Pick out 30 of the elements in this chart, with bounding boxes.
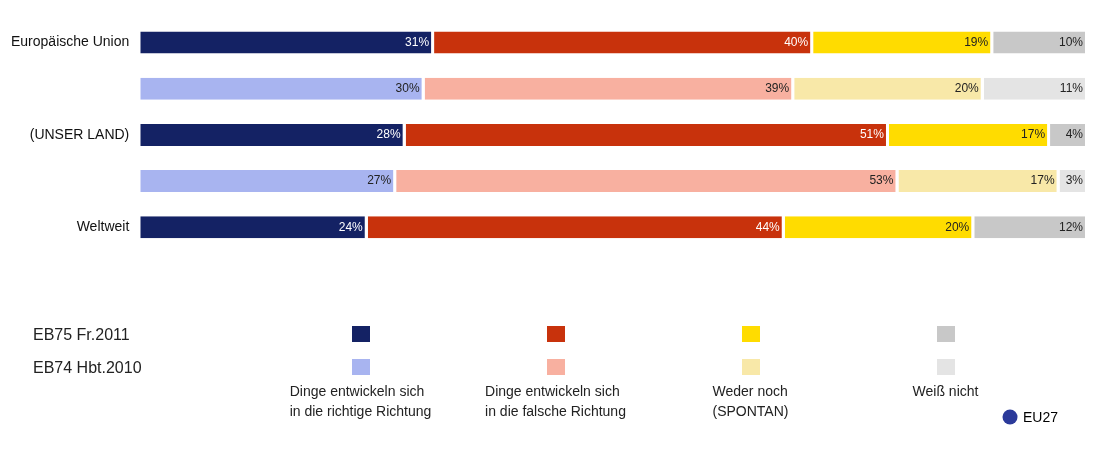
data-label: 30% [395, 81, 420, 96]
data-label: 44% [755, 219, 781, 234]
data-label: 53% [869, 173, 894, 188]
data-label: 20% [945, 219, 970, 234]
data-label: 24% [338, 219, 364, 234]
legend-label: Weiß nicht [912, 382, 979, 401]
y-tick-label: (UNSER LAND) [29, 125, 130, 142]
data-label: 27% [367, 173, 392, 188]
legend-label: Weder noch (SPONTAN) [712, 382, 789, 421]
data-label: 17% [1030, 173, 1055, 188]
data-label: 12% [1058, 219, 1084, 234]
y-tick-label: Weltweit [76, 218, 130, 235]
data-label: 17% [1021, 127, 1046, 142]
data-label: 40% [784, 34, 809, 49]
text: EU27 [1022, 409, 1058, 425]
data-label: 19% [964, 34, 989, 49]
legend-label: Dinge entwickeln sich in die falsche Richtung [485, 382, 626, 421]
text: EB75 Fr.2011 [33, 326, 131, 345]
data-label: 39% [765, 81, 790, 96]
text: EB74 Hbt.2010 [33, 359, 143, 378]
data-label: 3% [1065, 173, 1084, 188]
legend-label: Dinge entwickeln sich in die richtige Richtung [289, 382, 432, 421]
data-label: 10% [1058, 34, 1084, 49]
data-label: 31% [405, 34, 430, 49]
y-tick-label: Europäische Union [11, 33, 130, 50]
data-label: 51% [859, 127, 885, 142]
data-label: 4% [1065, 127, 1084, 142]
data-label: 11% [1059, 81, 1084, 96]
data-label: 20% [954, 81, 980, 96]
data-label: 28% [376, 127, 401, 142]
